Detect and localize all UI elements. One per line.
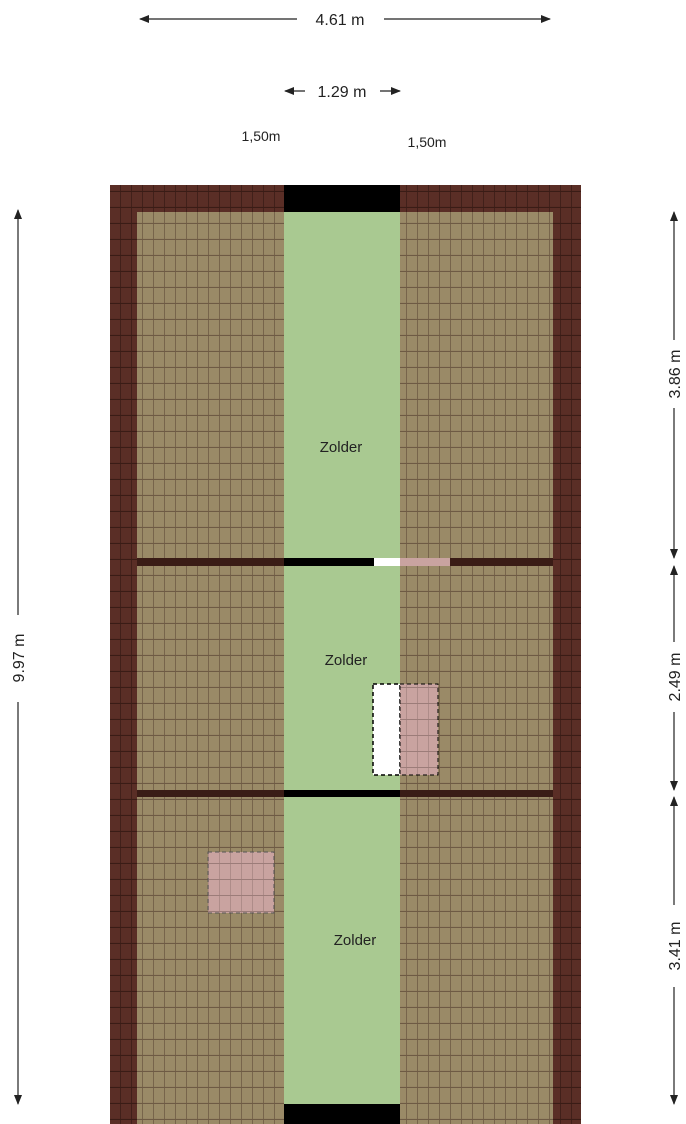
room-label-1: Zolder bbox=[320, 439, 363, 456]
dimension-total-length: 9.97 m bbox=[11, 209, 28, 1105]
top-wall bbox=[284, 185, 400, 212]
partition-1-center bbox=[284, 558, 374, 566]
partition-1-skylight bbox=[400, 558, 450, 566]
dimension-label: 2.49 m bbox=[667, 653, 684, 702]
stair-void bbox=[372, 683, 401, 776]
stair-opening bbox=[372, 683, 439, 776]
roof-edge-right-inner bbox=[553, 212, 581, 1124]
right-strip-label: 1,50m bbox=[408, 134, 447, 150]
dimension-label: 3.86 m bbox=[667, 350, 684, 399]
partition-2-right bbox=[400, 790, 553, 797]
stair-skylight bbox=[399, 683, 439, 776]
partition-2-left bbox=[137, 790, 284, 797]
dimension-center-width: 1.29 m bbox=[284, 84, 401, 101]
roof-window bbox=[207, 851, 275, 914]
partition-2-center bbox=[284, 790, 400, 797]
floor-strip bbox=[284, 212, 400, 1104]
partition-1-door bbox=[374, 558, 400, 566]
walls bbox=[137, 185, 553, 1124]
dimension-section-1: 3.86 m bbox=[667, 211, 684, 559]
dimension-section-3: 3.41 m bbox=[667, 796, 684, 1105]
left-strip-label: 1,50m bbox=[242, 128, 281, 144]
dimension-section-2: 2.49 m bbox=[667, 565, 684, 791]
dimension-label: 3.41 m bbox=[667, 922, 684, 971]
dimension-label: 4.61 m bbox=[316, 12, 365, 29]
dimension-label: 1.29 m bbox=[318, 84, 367, 101]
dimension-label: 9.97 m bbox=[11, 634, 28, 683]
room-label-3: Zolder bbox=[334, 932, 377, 949]
room-label-2: Zolder bbox=[325, 652, 368, 669]
partition-1-left bbox=[137, 558, 284, 566]
bottom-wall bbox=[284, 1104, 400, 1124]
dimension-total-width: 4.61 m bbox=[139, 12, 551, 29]
partition-1-right bbox=[450, 558, 553, 566]
